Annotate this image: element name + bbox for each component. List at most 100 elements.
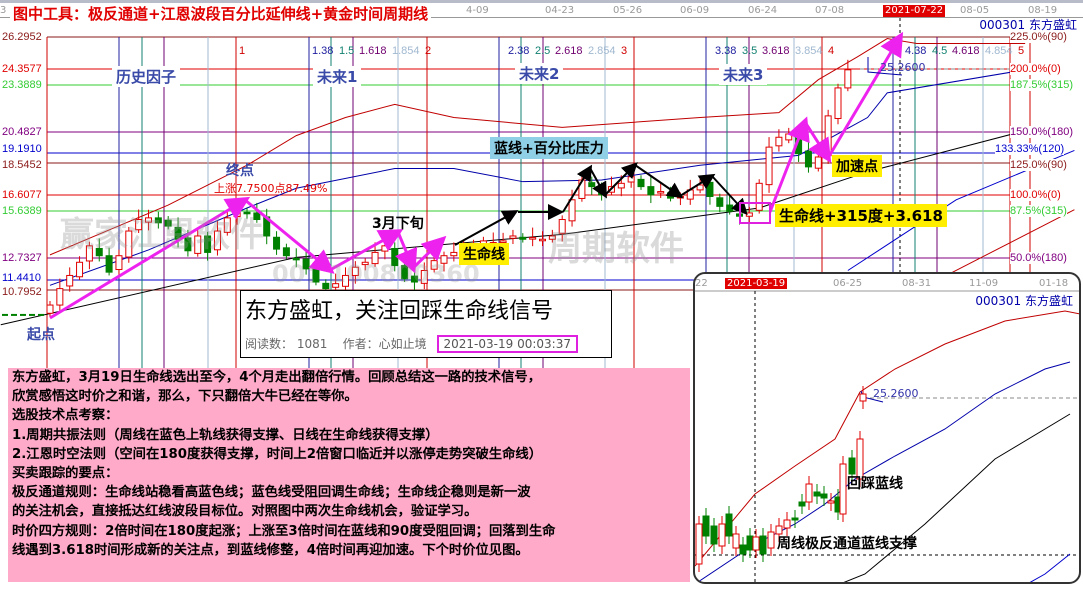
candle <box>282 243 290 259</box>
ratio-label: 2.5 <box>535 45 551 57</box>
ratio-label: 3.618 <box>762 45 790 57</box>
phase-label: 未来1 <box>313 66 362 87</box>
inset-candle <box>739 537 747 562</box>
ratio-label: 2.854 <box>588 45 616 57</box>
candle <box>204 231 212 261</box>
candle <box>332 273 340 294</box>
note-line: 买卖跟踪的要点： <box>12 466 119 482</box>
phase-label: 未来2 <box>515 63 564 84</box>
inset-black-line <box>843 413 1071 582</box>
candle <box>785 127 793 144</box>
percent-level-label: 125.0%(90) <box>1010 159 1067 171</box>
ratio-label: 3.5 <box>742 45 758 57</box>
news-card[interactable]: 东方盛虹，关注回踩生命线信号 阅读数： 1081 作者：心如止境 2021-03… <box>240 290 612 358</box>
ratio-label: 3.854 <box>795 45 823 57</box>
percent-level-label: 133.33%(120) <box>995 143 1065 155</box>
candle <box>804 141 812 173</box>
inset-red-channel <box>695 310 1079 567</box>
price-level-label: 26.2952 <box>2 31 42 43</box>
wave-arrow <box>411 235 447 270</box>
note-line: 东方盛虹，3月19日生命线选出至今，4个月走出翻倍行情。回顾总结这一路的技术信号… <box>12 370 541 385</box>
candle <box>361 258 369 271</box>
candle <box>420 262 428 290</box>
wave-arrow <box>329 229 404 272</box>
candle <box>105 247 113 276</box>
ratio-label: 4.854 <box>985 45 1013 57</box>
inset-date-tick: 22 <box>695 278 708 289</box>
ratio-number: 4 <box>828 45 835 57</box>
phase-label: 未来3 <box>719 64 768 85</box>
inset-label-support: 周线极反通道蓝线支撑 <box>777 536 917 552</box>
date-tick: 3 <box>0 5 7 16</box>
candle <box>56 278 64 314</box>
ratio-number: 2 <box>425 45 432 57</box>
inset-candle <box>859 386 867 409</box>
date-tick: 04-23 <box>545 5 575 16</box>
candle <box>765 137 773 193</box>
inset-candle <box>710 518 718 552</box>
accel-label: 加速点 <box>832 155 882 177</box>
wave-arrow <box>244 198 335 274</box>
ratio-label: 3.38 <box>715 45 737 57</box>
ratio-label: 4.38 <box>905 45 927 57</box>
wave-arrow <box>395 231 418 274</box>
reads-count: 1081 <box>296 337 328 351</box>
indicator-black-life <box>0 130 1026 326</box>
candle <box>657 183 665 198</box>
inset-candle <box>839 456 847 522</box>
price-level-label: 18.5452 <box>2 159 42 171</box>
lifeline-315-label: 生命线+315度+3.618 <box>775 204 947 227</box>
percent-level-label: 100.0%(0) <box>1010 189 1061 201</box>
candle <box>164 216 172 230</box>
trend-arrow <box>454 210 519 246</box>
inset-candle <box>702 508 710 544</box>
candle <box>509 229 517 245</box>
candle <box>716 193 724 213</box>
indicator-red-upper <box>49 38 1026 256</box>
inset-candle <box>718 516 726 554</box>
inset-candle <box>759 528 767 562</box>
inset-candle <box>798 494 806 514</box>
candle <box>85 241 93 270</box>
inset-blue-lower <box>1029 553 1071 582</box>
wave-arrow <box>803 121 832 164</box>
march-label: 3月下旬 <box>372 216 424 232</box>
inset-candle <box>725 506 733 544</box>
candle <box>351 261 359 284</box>
date-tick: 06-24 <box>748 5 778 16</box>
candle <box>95 238 103 262</box>
trend-arrow <box>679 173 716 197</box>
reads-label: 阅读数： <box>245 337 294 351</box>
ratio-label: 4.5 <box>932 45 948 57</box>
high-marker <box>867 57 903 76</box>
price-level-label: 23.3889 <box>2 79 42 91</box>
weekly-inset-chart[interactable]: 000301 东方盛虹 25.2600 回踩蓝线 周线极反通道蓝线支撑 22 20… <box>693 272 1081 584</box>
candle <box>154 211 162 229</box>
candle <box>834 83 842 125</box>
price-level-label: 12.7327 <box>2 252 42 264</box>
percent-level-label: 150.0%(180) <box>1010 126 1073 138</box>
date-tick: 07-08 <box>815 5 845 16</box>
ratio-label: 4.618 <box>952 45 980 57</box>
candle <box>253 202 261 223</box>
inset-candle <box>848 450 856 482</box>
date-tick: 08-05 <box>960 5 990 16</box>
candle <box>539 231 546 247</box>
inset-candle <box>732 526 740 556</box>
date-tick: 4-09 <box>466 5 489 16</box>
high-price-label: 25.2600 <box>880 61 926 74</box>
news-title: 东方盛虹，关注回踩生命线信号 <box>245 299 554 324</box>
inset-candle <box>856 431 864 487</box>
candle <box>706 176 714 205</box>
inset-date-tick: 06-25 <box>833 278 863 289</box>
inset-candle <box>775 518 783 542</box>
note-line: 时价四方规则：2倍时间在180度起涨；上涨至3倍时间在蓝线和90度受阻回调；回落… <box>12 523 556 539</box>
rise-label: 上涨7.7500点87.49% <box>214 182 328 195</box>
inset-candle <box>746 528 754 558</box>
end-point-label: 终点 <box>226 163 254 179</box>
date-tick: 05-26 <box>613 5 643 16</box>
percent-level-label: 225.0%(90) <box>1010 31 1067 43</box>
inset-date-tick: 01-18 <box>1039 278 1069 289</box>
start-point-label: 起点 <box>27 327 55 343</box>
wave-arrow <box>49 196 251 320</box>
